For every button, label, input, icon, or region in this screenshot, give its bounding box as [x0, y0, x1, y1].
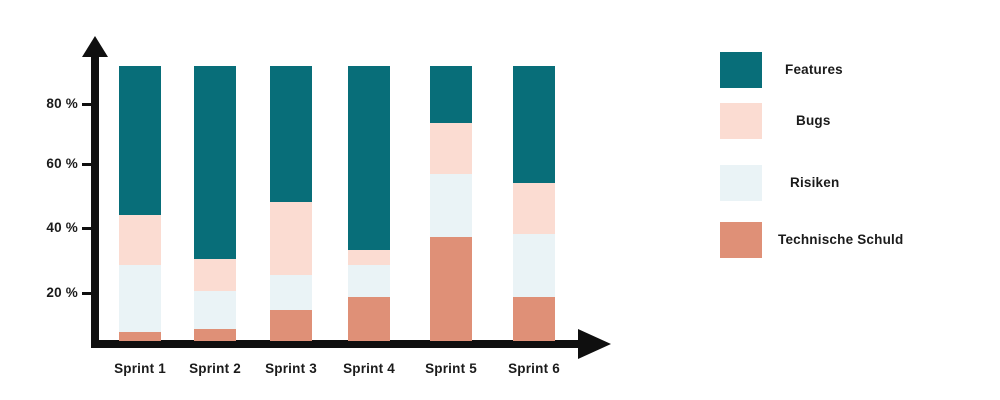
- x-label: Sprint 1: [114, 361, 166, 376]
- segment-features: [194, 66, 236, 260]
- y-tick: [82, 162, 94, 166]
- y-tick: [82, 226, 94, 230]
- segment-risiken: [270, 274, 312, 310]
- segment-bugs: [119, 214, 161, 266]
- legend-swatch-features: [720, 52, 762, 88]
- legend-swatch-risiken: [720, 165, 762, 201]
- segment-bugs: [513, 183, 555, 234]
- segment-bugs: [430, 123, 472, 174]
- x-label: Sprint 2: [189, 361, 241, 376]
- segment-risiken: [430, 173, 472, 237]
- legend-label: Technische Schuld: [778, 232, 904, 247]
- y-axis: [91, 50, 99, 348]
- segment-bugs: [270, 202, 312, 275]
- legend-label: Bugs: [796, 113, 831, 128]
- x-label: Sprint 6: [508, 361, 560, 376]
- legend-swatch-technische-schuld: [720, 222, 762, 258]
- bar-sprint-3: [270, 0, 312, 400]
- y-tick: [82, 102, 94, 106]
- segment-technische-schuld: [513, 296, 555, 342]
- x-label: Sprint 4: [343, 361, 395, 376]
- bar-sprint-6: [513, 0, 555, 400]
- segment-risiken: [348, 265, 390, 297]
- y-tick-label: 60 %: [46, 156, 78, 171]
- bar-sprint-1: [119, 0, 161, 400]
- y-tick-label: 40 %: [46, 220, 78, 235]
- segment-features: [430, 66, 472, 124]
- segment-risiken: [119, 265, 161, 332]
- segment-technische-schuld: [348, 296, 390, 342]
- legend-swatch-bugs: [720, 103, 762, 139]
- bar-sprint-4: [348, 0, 390, 400]
- y-tick: [82, 291, 94, 295]
- x-axis-arrowhead-icon: [578, 329, 611, 359]
- segment-technische-schuld: [270, 309, 312, 342]
- segment-features: [348, 66, 390, 250]
- segment-technische-schuld: [119, 331, 161, 342]
- segment-features: [119, 66, 161, 215]
- y-tick-label: 80 %: [46, 96, 78, 111]
- legend-label: Features: [785, 62, 843, 77]
- y-tick-label: 20 %: [46, 285, 78, 300]
- segment-bugs: [194, 259, 236, 291]
- y-axis-arrowhead-icon: [82, 36, 108, 57]
- segment-bugs: [348, 249, 390, 266]
- x-label: Sprint 5: [425, 361, 477, 376]
- legend-label: Risiken: [790, 175, 840, 190]
- segment-features: [513, 66, 555, 184]
- segment-risiken: [513, 233, 555, 297]
- segment-technische-schuld: [194, 328, 236, 342]
- x-label: Sprint 3: [265, 361, 317, 376]
- bar-sprint-2: [194, 0, 236, 400]
- segment-features: [270, 66, 312, 203]
- segment-technische-schuld: [430, 236, 472, 342]
- bar-sprint-5: [430, 0, 472, 400]
- x-axis: [91, 340, 593, 348]
- segment-risiken: [194, 290, 236, 329]
